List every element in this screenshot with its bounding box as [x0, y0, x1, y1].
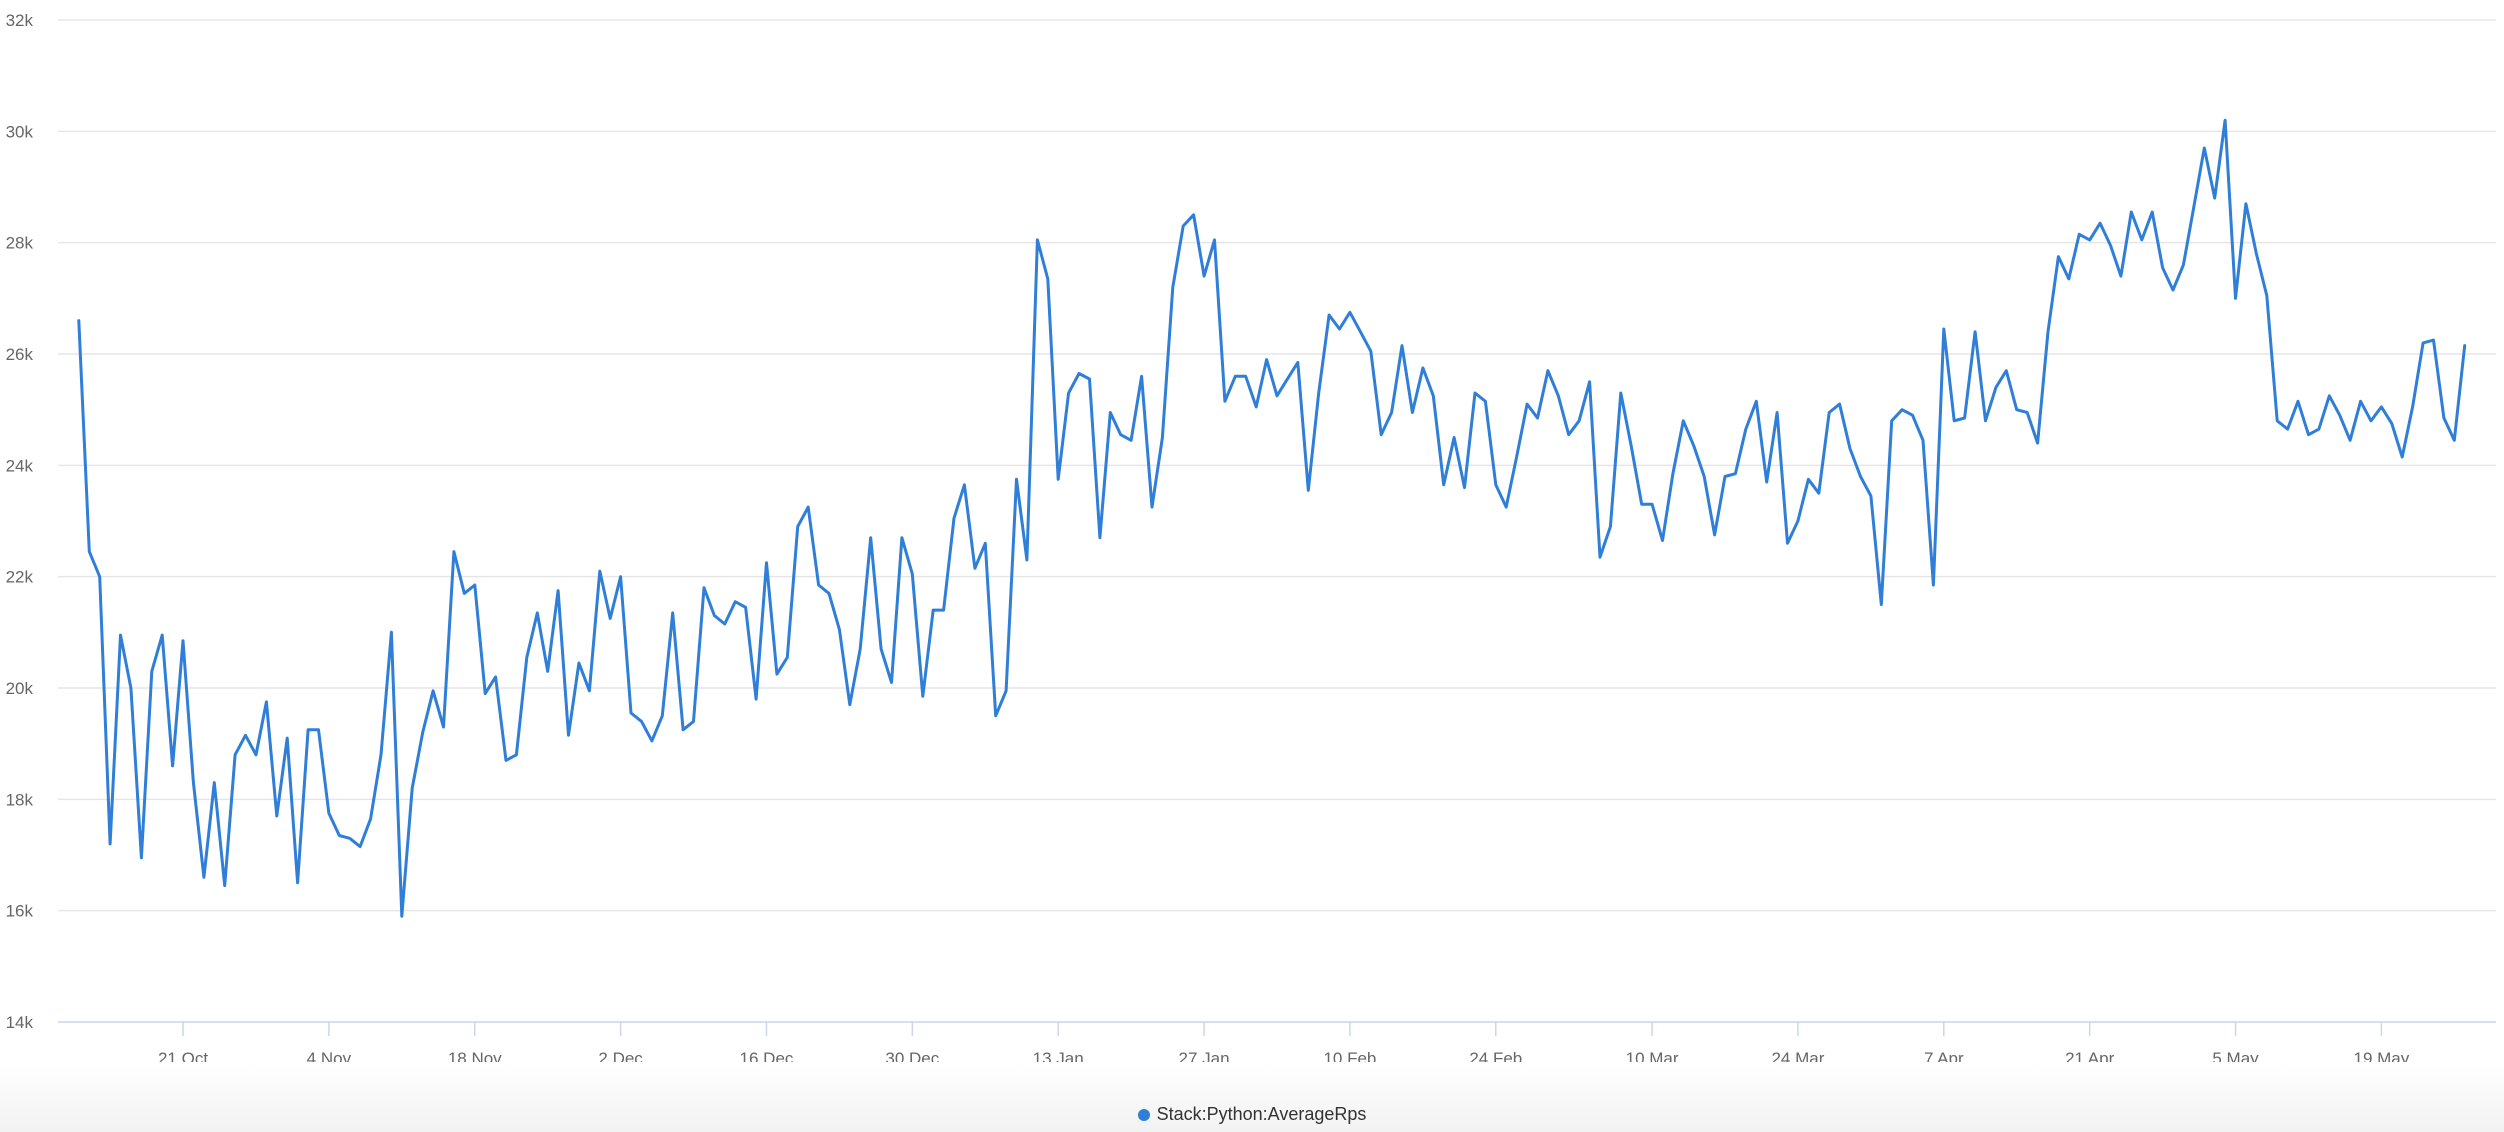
series-line[interactable] — [77, 118, 2467, 918]
y-tick-label: 14k — [6, 1013, 34, 1032]
y-tick-label: 30k — [6, 122, 34, 141]
y-tick-label: 32k — [6, 11, 34, 30]
y-gridlines — [58, 19, 2496, 912]
legend: Stack:Python:AverageRps — [0, 1104, 2504, 1126]
y-tick-label: 28k — [6, 234, 34, 253]
y-axis-labels: 14k 16k 18k 20k 22k 24k 26k 28k 30k 32k — [6, 11, 34, 1032]
y-tick-label: 26k — [6, 345, 34, 364]
legend-band — [0, 1062, 2504, 1132]
y-tick-label: 24k — [6, 456, 34, 475]
y-tick-label: 18k — [6, 790, 34, 809]
legend-dot-icon — [1137, 1108, 1150, 1121]
legend-item-series[interactable]: Stack:Python:AverageRps — [1137, 1104, 1367, 1125]
series-layer — [77, 118, 2467, 918]
y-tick-label: 16k — [6, 902, 34, 921]
legend-label: Stack:Python:AverageRps — [1156, 1104, 1367, 1124]
y-tick-label: 20k — [6, 679, 34, 698]
y-tick-label: 22k — [6, 568, 34, 587]
